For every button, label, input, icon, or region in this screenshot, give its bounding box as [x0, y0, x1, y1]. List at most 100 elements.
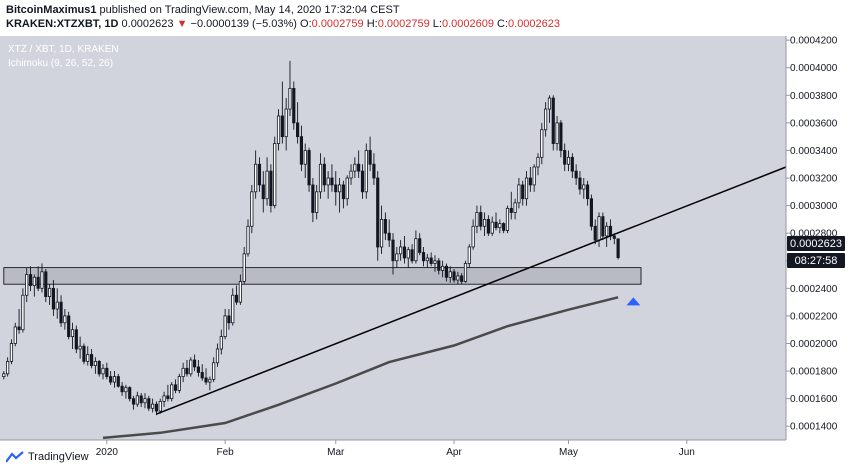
candle-body — [399, 246, 403, 255]
candle-body — [524, 177, 529, 200]
candle-body — [372, 163, 376, 179]
candle — [48, 284, 52, 305]
candle-body — [593, 225, 597, 241]
candle-body — [505, 207, 510, 231]
y-tick-label: 0.0002000 — [790, 339, 838, 350]
candle — [254, 150, 258, 199]
candle-body — [379, 218, 384, 248]
candle — [250, 184, 254, 234]
candle-body — [608, 225, 613, 237]
candle-body — [406, 249, 410, 259]
candle — [330, 164, 334, 192]
candle — [528, 166, 532, 192]
candle-body — [326, 177, 330, 186]
candle-body — [349, 170, 353, 179]
candle-body — [494, 221, 498, 229]
candle — [128, 386, 132, 402]
candle — [605, 222, 609, 247]
candle — [208, 376, 212, 391]
footer-brand[interactable]: TradingView — [6, 449, 89, 465]
x-tick: Apr — [446, 440, 462, 458]
author-name: BitcoinMaximus1 — [6, 4, 97, 16]
candle-body — [9, 343, 14, 362]
candle — [93, 357, 97, 374]
candle — [162, 391, 166, 407]
candle-body — [59, 301, 63, 324]
candle — [551, 95, 555, 151]
y-axis[interactable]: 0.0004200 0.0004000 0.0003800 0.0003600 0.00… — [786, 36, 838, 433]
moving-average-line — [102, 296, 619, 440]
candle-body — [563, 150, 567, 165]
candle — [227, 309, 231, 330]
candle-body — [383, 218, 387, 234]
candle — [116, 373, 120, 388]
candle-body — [368, 150, 372, 165]
candle — [215, 343, 220, 367]
candle-body — [196, 366, 200, 373]
candle-body — [551, 97, 555, 144]
candle — [322, 157, 326, 192]
candle — [193, 354, 197, 372]
x-axis[interactable]: 2020 Feb Mar Apr May Jun — [96, 440, 695, 458]
candle — [589, 194, 593, 231]
candle — [276, 109, 281, 151]
candle-body — [337, 184, 342, 193]
candle-body — [475, 212, 479, 227]
candle — [475, 205, 479, 234]
candle-body — [97, 361, 101, 375]
candle-body — [559, 122, 563, 151]
candle-body — [467, 246, 471, 264]
candle-body — [334, 184, 338, 193]
candle-body — [357, 163, 361, 172]
candle — [25, 267, 29, 303]
y-tick: 0.0001600 — [786, 394, 838, 405]
high-value: 0.0002759 — [377, 18, 430, 30]
candle — [532, 164, 536, 192]
candle-body — [586, 184, 590, 200]
x-tick-label: Apr — [446, 447, 462, 458]
y-tick: 0.0004000 — [786, 63, 838, 74]
y-tick: 0.0003600 — [786, 118, 838, 129]
candle — [231, 288, 235, 326]
candle-body — [116, 376, 120, 387]
candle — [395, 246, 399, 268]
candle — [437, 257, 441, 275]
candle — [55, 288, 59, 319]
candle-body — [605, 225, 609, 237]
candle — [467, 244, 471, 268]
candle-body — [128, 387, 132, 400]
candle — [21, 288, 25, 333]
candle — [105, 362, 109, 380]
x-tick: Feb — [216, 440, 234, 458]
candle — [563, 143, 567, 172]
candle-body — [429, 257, 433, 264]
y-tick-label: 0.0004200 — [790, 36, 838, 47]
candle-body — [521, 184, 525, 200]
y-tick: 0.0002000 — [786, 339, 838, 350]
candle-body — [513, 202, 517, 213]
candle-body — [166, 395, 170, 400]
candle-body — [112, 376, 117, 383]
candle — [246, 219, 250, 257]
y-tick-label: 0.0003000 — [790, 201, 838, 212]
candle-body — [395, 253, 399, 262]
y-tick-label: 0.0003200 — [790, 174, 838, 185]
candle-body — [303, 150, 307, 165]
x-tick: 2020 — [96, 440, 118, 458]
candle-body — [273, 143, 277, 206]
candle-body — [482, 218, 487, 227]
candle — [406, 246, 410, 268]
candle — [566, 150, 571, 172]
candle-body — [101, 367, 105, 375]
candle-body — [479, 212, 483, 227]
candle — [391, 233, 395, 275]
candle — [67, 311, 71, 340]
candle — [429, 252, 433, 267]
candle — [173, 379, 178, 394]
last-price: 0.0002623 — [121, 18, 174, 30]
y-tick: 0.0004200 — [786, 36, 838, 47]
candle — [97, 360, 101, 377]
candle-body — [330, 177, 334, 186]
